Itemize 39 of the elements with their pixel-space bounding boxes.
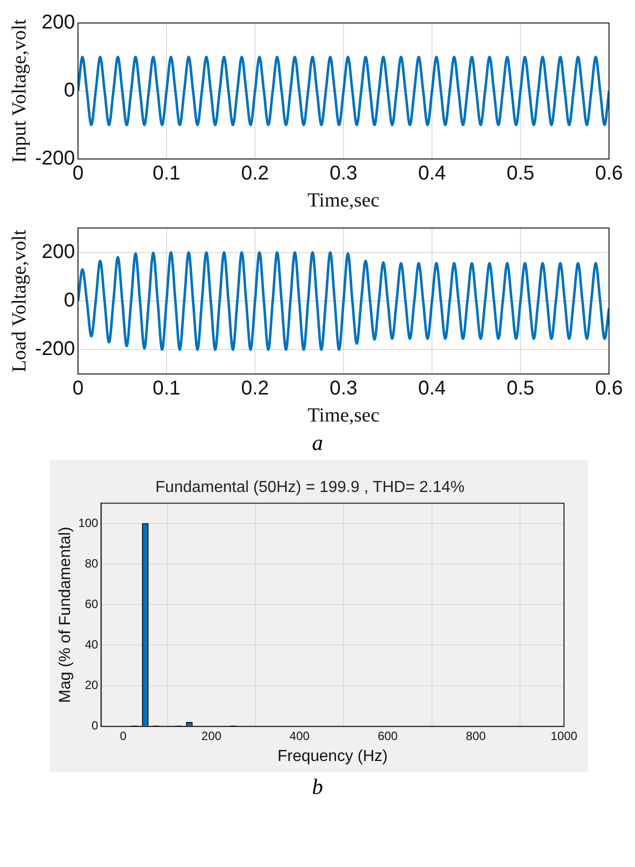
x-tick-label: 0.3 [330, 162, 358, 185]
chart-title: Fundamental (50Hz) = 199.9 , THD= 2.14% [155, 479, 465, 496]
line-series [78, 251, 609, 351]
x-axis-title: Frequency (Hz) [277, 748, 388, 765]
y-tick-label: 80 [84, 556, 99, 570]
text: a [311, 430, 324, 456]
x-axis-title: Time,sec [307, 404, 380, 426]
x-tick-label: 0.4 [418, 162, 446, 185]
y-tick-label: 40 [84, 638, 99, 652]
x-tick-label: 0.5 [506, 162, 534, 185]
x-tick-label: 1000 [550, 728, 578, 743]
y-tick-label: 100 [78, 516, 99, 530]
x-tick-label: 0.4 [418, 378, 446, 400]
x-axis-title: Time,sec [307, 189, 380, 212]
x-tick-label: 600 [378, 728, 398, 743]
y-tick-label: 20 [84, 678, 99, 692]
x-tick-label: 0.6 [595, 378, 623, 400]
x-tick-label: 0.2 [241, 378, 269, 400]
x-tick-label: 800 [466, 728, 486, 743]
y-tick-label: 200 [42, 12, 76, 34]
x-tick-label: 0.2 [241, 162, 269, 185]
text: b [311, 774, 324, 800]
y-tick-label: -200 [35, 338, 76, 360]
y-tick-label: 0 [92, 718, 99, 733]
y-axis-title: Input Voltage,volt [8, 18, 30, 163]
x-tick-label: 0.1 [152, 162, 180, 185]
x-tick-label: 0.1 [152, 378, 180, 400]
x-tick-label: 0.5 [506, 378, 534, 400]
x-tick-label: 0.3 [330, 378, 358, 400]
x-tick-label: 0 [120, 728, 127, 743]
y-axis-title: Load Voltage,volt [8, 229, 30, 372]
y-tick-label: 200 [42, 240, 76, 263]
y-tick-label: 60 [84, 596, 99, 611]
y-axis-title: Mag (% of Fundamental) [57, 526, 74, 703]
x-tick-label: 200 [201, 728, 222, 743]
x-tick-label: 0.6 [595, 162, 623, 185]
y-tick-label: 0 [64, 290, 76, 312]
x-tick-label: 400 [290, 728, 310, 743]
y-tick-label: 0 [64, 80, 76, 102]
